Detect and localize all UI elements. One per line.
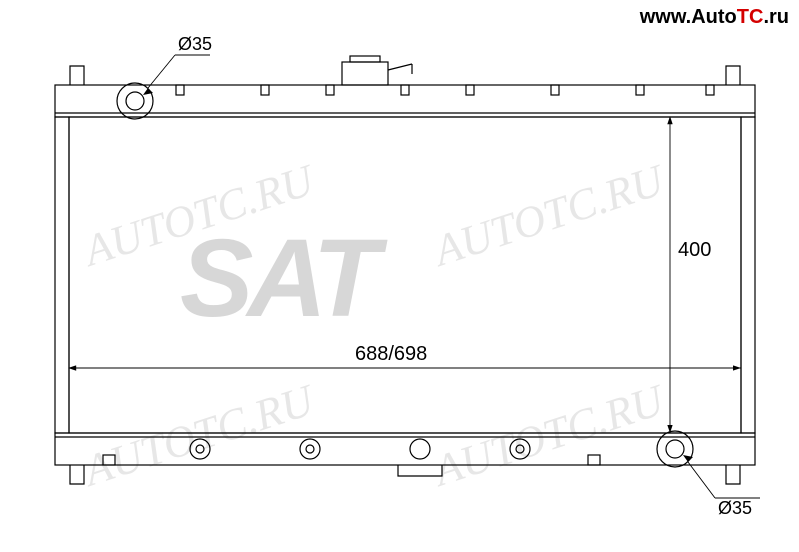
drawing-svg: 688/698 400 Ø35 Ø35 — [0, 0, 799, 552]
dimension-diameter-bottom — [683, 455, 760, 498]
bracket-bottom-left — [70, 465, 84, 484]
radiator-body — [55, 56, 755, 484]
dimension-width — [69, 117, 741, 380]
bracket-top-right — [726, 66, 740, 85]
dim-height-label: 400 — [678, 239, 711, 261]
diagram-canvas: AUTOTC.RU AUTOTC.RU AUTOTC.RU AUTOTC.RU … — [0, 0, 799, 552]
tab-bottom-2 — [588, 455, 600, 465]
filler-cap — [342, 56, 412, 85]
bottom-bosses — [190, 439, 530, 476]
core-area — [69, 117, 741, 433]
top-notches — [176, 85, 714, 95]
dim-width-label: 688/698 — [355, 343, 427, 365]
left-side-rail — [55, 117, 69, 433]
port-bottom-inner — [666, 440, 684, 458]
bottom-tank — [55, 433, 755, 465]
bracket-top-left — [70, 66, 84, 85]
tab-bottom-1 — [103, 455, 115, 465]
right-side-rail — [741, 117, 755, 433]
port-top-inner — [126, 92, 144, 110]
top-tank — [55, 85, 755, 117]
bracket-bottom-right — [726, 465, 740, 484]
dim-diameter-top-label: Ø35 — [178, 34, 212, 54]
dim-diameter-bottom-label: Ø35 — [718, 498, 752, 518]
